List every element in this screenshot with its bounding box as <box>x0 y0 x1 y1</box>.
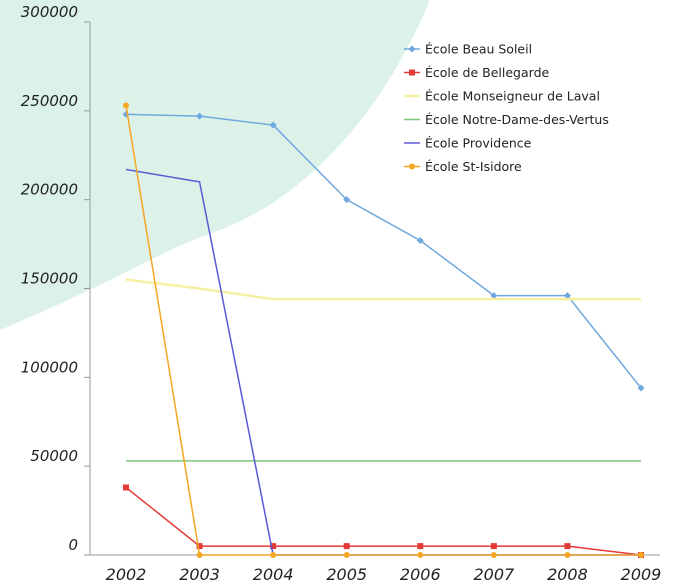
data-point <box>270 552 277 558</box>
data-point <box>637 384 645 392</box>
legend-label: École de Bellegarde <box>425 65 550 80</box>
x-tick-label: 2006 <box>400 565 441 584</box>
y-tick-label: 50000 <box>30 447 78 465</box>
legend: École Beau Soleil École de Bellegarde Écol… <box>404 42 609 174</box>
series-line <box>125 278 641 301</box>
data-point <box>563 292 571 300</box>
data-point <box>123 102 129 109</box>
data-point <box>490 543 497 550</box>
y-tick-label: 300000 <box>21 3 78 21</box>
x-tick-label: 2007 <box>473 565 515 584</box>
data-point <box>408 45 416 53</box>
legend-label: École Monseigneur de Laval <box>425 89 600 104</box>
data-point <box>196 543 203 550</box>
data-point <box>490 292 498 300</box>
data-point <box>196 112 204 120</box>
series-group <box>122 110 645 392</box>
series-group <box>125 278 641 301</box>
series-group <box>123 102 644 558</box>
legend-label: École St-Isidore <box>425 159 522 174</box>
data-point <box>564 552 571 558</box>
y-tick-label: 100000 <box>21 358 78 376</box>
data-point <box>123 484 129 491</box>
legend-entry: École Beau Soleil <box>404 42 532 57</box>
legend-entry: École Monseigneur de Laval <box>404 89 600 104</box>
data-point <box>638 552 644 558</box>
y-tick-label: 200000 <box>21 181 78 199</box>
y-tick-label: 150000 <box>21 270 78 288</box>
x-tick-label: 2003 <box>179 565 220 584</box>
series-line <box>125 113 642 389</box>
legend-entry: École de Bellegarde <box>404 65 550 80</box>
legend-entry: École Providence <box>404 136 532 151</box>
x-tick-label: 2008 <box>547 565 588 584</box>
legend-label: École Providence <box>425 136 532 151</box>
data-point <box>564 543 571 550</box>
legend-entry: École St-Isidore <box>404 159 522 174</box>
background-shape <box>0 0 430 330</box>
x-tick-label: 2009 <box>621 565 662 584</box>
data-point <box>343 552 350 558</box>
series-line <box>125 105 641 556</box>
data-point <box>409 163 415 170</box>
data-point <box>196 552 203 558</box>
y-tick-label: 0 <box>68 536 78 554</box>
x-tick-label: 2005 <box>326 565 367 584</box>
legend-label: École Beau Soleil <box>425 42 532 57</box>
data-point <box>416 237 424 245</box>
data-point <box>269 121 277 129</box>
data-point <box>417 543 424 550</box>
data-point <box>409 69 415 76</box>
legend-entry: École Notre-Dame-des-Vertus <box>404 112 609 127</box>
data-point <box>490 552 497 558</box>
series-line <box>125 486 642 556</box>
data-point <box>270 543 277 550</box>
series-lines <box>122 102 645 558</box>
axes: 0 50000 100000 150000 200000 250000 300000 2002… <box>21 3 662 584</box>
y-tick-label: 250000 <box>21 92 78 110</box>
legend-label: École Notre-Dame-des-Vertus <box>425 112 609 127</box>
x-tick-label: 2004 <box>253 565 294 584</box>
data-point <box>417 552 424 558</box>
data-point <box>343 196 351 204</box>
data-point <box>343 543 350 550</box>
series-group <box>123 484 644 558</box>
x-tick-label: 2002 <box>106 565 147 584</box>
